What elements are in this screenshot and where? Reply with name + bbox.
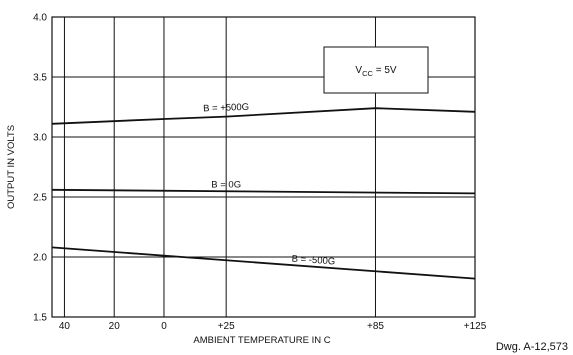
series-label-2: B = -500G (291, 253, 335, 267)
x-tick-label-0: 40 (59, 321, 71, 332)
annotation-main: V (355, 65, 362, 76)
series-line-2 (51, 246, 476, 280)
x-tick-label-2: 0 (161, 321, 167, 332)
drawing-number: Dwg. A-12,573 (496, 341, 568, 353)
series-lines: B = +500G B = 0G B = -500G (51, 102, 476, 280)
y-tick-label-2: 2.5 (33, 193, 47, 204)
x-tick-label-1: 20 (109, 321, 121, 332)
x-axis-label: AMBIENT TEMPERATURE IN C (193, 335, 330, 346)
y-tick-label-1: 2.0 (33, 253, 47, 264)
x-tick-label-4: +85 (367, 321, 384, 332)
y-axis-label: OUTPUT IN VOLTS (6, 125, 17, 209)
annotation-sub: CC (362, 69, 373, 78)
series-line-0 (51, 107, 476, 125)
annotation-rest: = 5V (373, 65, 397, 76)
annotation-vcc: VCC = 5V (355, 65, 396, 78)
x-tick-label-3: +25 (218, 321, 235, 332)
annotation-box: VCC = 5V (323, 46, 429, 94)
y-tick-label-5: 4.0 (33, 13, 47, 24)
y-tick-labels: 1.5 2.0 2.5 3.0 3.5 4.0 (33, 13, 47, 324)
y-tick-label-4: 3.5 (33, 73, 47, 84)
plot-frame (51, 16, 476, 318)
y-tick-label-0: 1.5 (33, 313, 47, 324)
series-line-1 (51, 188, 476, 195)
series-label-0: B = +500G (203, 102, 249, 115)
x-tick-label-5: +125 (464, 321, 487, 332)
y-tick-label-3: 3.0 (33, 133, 47, 144)
x-tick-labels: 40 20 0 +25 +85 +125 (59, 321, 487, 332)
annotation-frame (323, 46, 429, 94)
series-label-1: B = 0G (211, 179, 241, 190)
